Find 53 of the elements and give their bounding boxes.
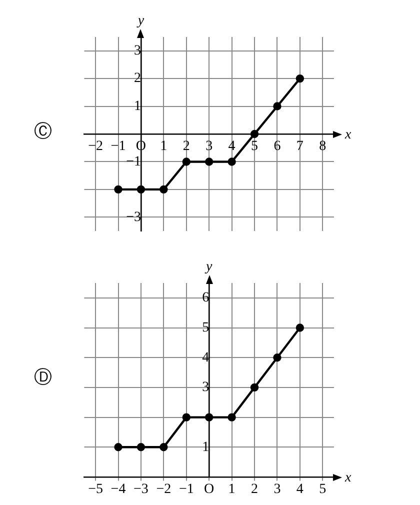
x-tick-label: 1: [160, 139, 168, 154]
point: [296, 74, 304, 83]
x-tick-label: 2: [251, 482, 258, 498]
point: [136, 185, 146, 194]
text: Ⓓ: [33, 366, 53, 389]
x-tick-label: 3: [274, 482, 281, 498]
y-tick-label: −3: [126, 210, 141, 225]
y-tick-label: 4: [202, 350, 210, 366]
point: [160, 185, 168, 194]
point: [182, 413, 190, 422]
point: [273, 102, 282, 110]
x-axis-title: x: [344, 128, 352, 143]
point: [228, 158, 236, 166]
point: [250, 383, 259, 392]
point: [205, 413, 214, 422]
x-tick-label: −4: [110, 482, 126, 498]
x-tick-label: −5: [88, 482, 104, 498]
x-tick-label: 7: [296, 139, 304, 154]
point: [228, 413, 236, 422]
x-tick-label: 4: [228, 139, 236, 154]
x-tick-label: 5: [251, 139, 258, 154]
point: [250, 130, 259, 138]
y-axis-title: y: [136, 14, 145, 29]
x-tick-label: 5: [319, 482, 326, 498]
x-tick-label: 2: [182, 139, 190, 154]
x-tick-label: O: [204, 482, 214, 498]
x-tick-label: 4: [296, 482, 304, 498]
y-tick-label: −1: [126, 154, 141, 170]
point: [160, 443, 168, 452]
x-tick-label: −2: [88, 139, 104, 154]
x-tick-label: 1: [228, 482, 236, 498]
point: [182, 158, 190, 166]
point: [205, 158, 214, 166]
y-tick-label: 1: [134, 98, 141, 114]
text: Ⓒ: [33, 120, 53, 143]
y-tick-label: 3: [134, 44, 141, 59]
y-tick-label: 2: [134, 71, 141, 86]
point: [296, 324, 304, 332]
y-axis-title: y: [204, 260, 213, 275]
y-tick-label: 1: [202, 440, 210, 455]
x-tick-label: 8: [319, 139, 326, 154]
y-tick-label: 6: [202, 290, 210, 306]
x-axis-title: x: [344, 470, 352, 486]
x-tick-label: −1: [178, 482, 194, 498]
y-tick-label: 5: [202, 320, 210, 336]
point: [114, 443, 122, 452]
point: [114, 185, 122, 194]
point: [136, 443, 146, 452]
x-tick-label: −2: [156, 482, 172, 498]
x-tick-label: −1: [110, 139, 126, 154]
point: [273, 354, 282, 362]
x-tick-label: 6: [274, 139, 281, 154]
y-tick-label: 3: [202, 380, 210, 396]
